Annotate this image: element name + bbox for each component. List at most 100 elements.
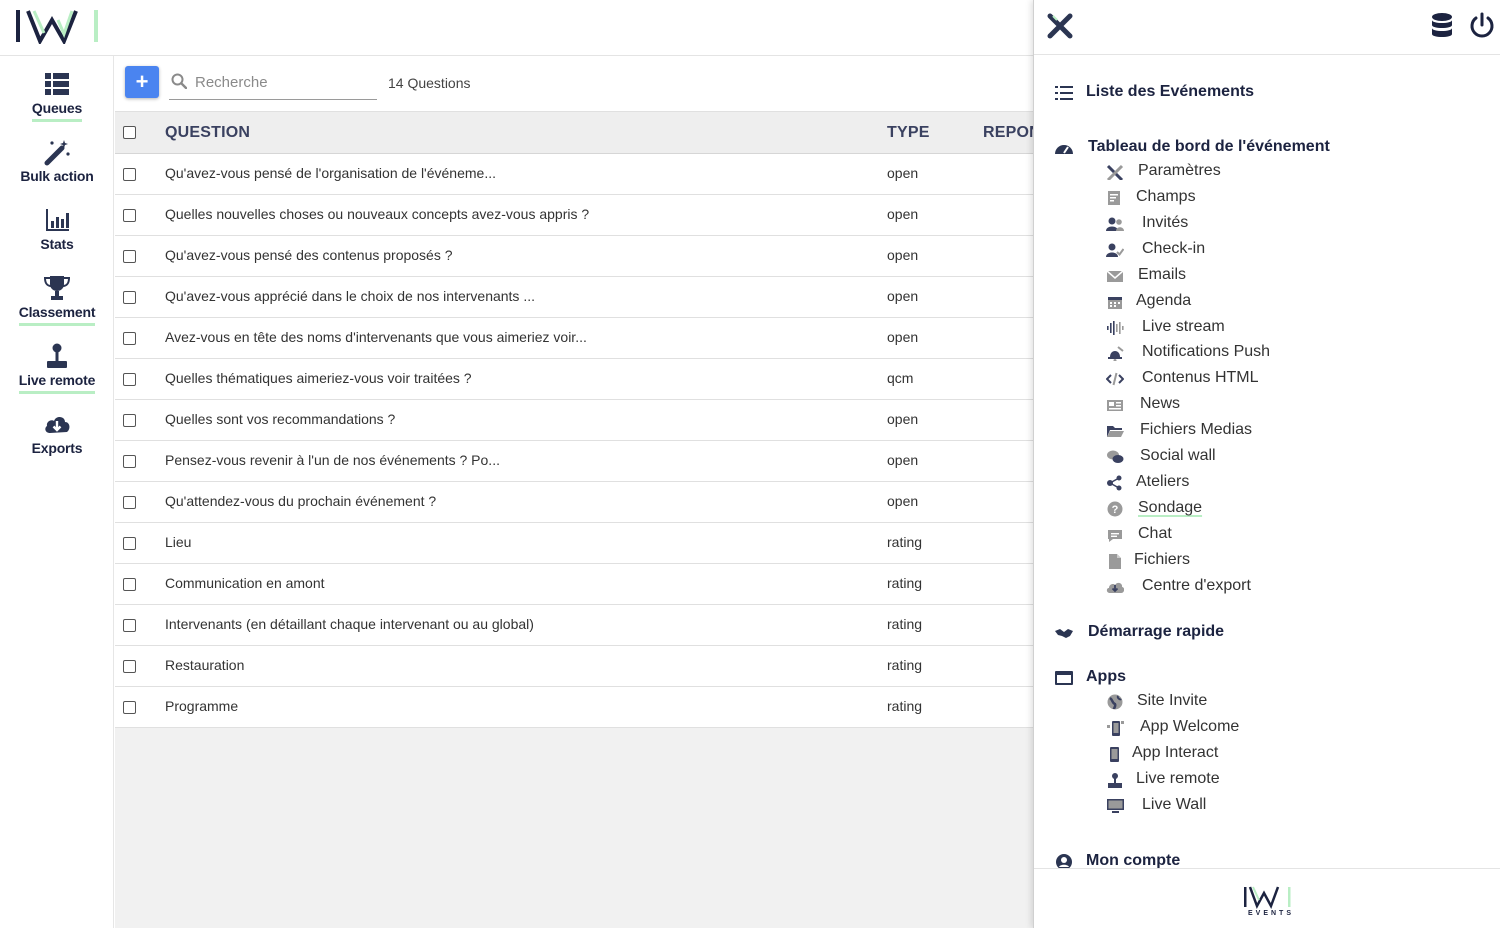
question-text[interactable]: Intervenants (en détaillant chaque inter…	[165, 616, 534, 632]
calendar-icon	[1108, 297, 1122, 309]
question-text[interactable]: Restauration	[165, 657, 245, 673]
row-checkbox[interactable]	[123, 209, 136, 222]
row-checkbox[interactable]	[123, 701, 136, 714]
row-checkbox[interactable]	[123, 578, 136, 591]
question-type: open	[887, 411, 919, 427]
table-row[interactable]: Intervenants (en détaillant chaque inter…	[115, 605, 1033, 646]
nav-item-label: Live stream	[1142, 318, 1225, 335]
panel-footer: EVENTS	[1034, 868, 1500, 928]
sidebar-item-queues[interactable]: Queues	[0, 70, 114, 122]
question-text[interactable]: Lieu	[165, 534, 192, 550]
sidebar-item-live-remote[interactable]: Live remote	[0, 342, 114, 394]
row-checkbox[interactable]	[123, 455, 136, 468]
sidebar-label-stats: Stats	[40, 236, 74, 252]
close-icon[interactable]	[1046, 12, 1074, 40]
bell-icon	[1108, 346, 1124, 361]
question-text[interactable]: Quelles thématiques aimeriez-vous voir t…	[165, 370, 472, 386]
row-checkbox[interactable]	[123, 373, 136, 386]
sidebar-item-classement[interactable]: Classement	[0, 274, 114, 326]
question-text[interactable]: Qu'avez-vous pensé de l'organisation de …	[165, 165, 496, 181]
database-icon[interactable]	[1430, 12, 1454, 40]
question-text[interactable]: Qu'attendez-vous du prochain événement ?	[165, 493, 437, 509]
mobile-welcome-icon	[1107, 721, 1124, 736]
question-text[interactable]: Qu'avez-vous apprécié dans le choix de n…	[165, 288, 535, 304]
search-box	[169, 64, 377, 100]
nav-item-label: Chat	[1138, 525, 1172, 542]
table-row[interactable]: Programme rating	[115, 687, 1033, 728]
table-row[interactable]: Restauration rating	[115, 646, 1033, 687]
footer-logo-text: EVENTS	[1248, 910, 1295, 917]
nav-item-label: Agenda	[1136, 292, 1192, 309]
globe-icon	[1107, 694, 1123, 710]
joystick-icon	[47, 343, 67, 368]
select-all-checkbox[interactable]	[123, 126, 136, 139]
question-text[interactable]: Quelles sont vos recommandations ?	[165, 411, 396, 427]
code-icon	[1106, 372, 1124, 386]
user-check-icon	[1106, 243, 1124, 257]
list-icon	[1055, 86, 1073, 100]
question-text[interactable]: Quelles nouvelles choses ou nouveaux con…	[165, 206, 590, 222]
header-type[interactable]: TYPE	[887, 124, 930, 141]
table-row[interactable]: Avez-vous en tête des noms d'intervenant…	[115, 318, 1033, 359]
add-question-button[interactable]: +	[125, 66, 159, 98]
table-row[interactable]: Qu'attendez-vous du prochain événement ?…	[115, 482, 1033, 523]
row-checkbox[interactable]	[123, 496, 136, 509]
nav-item-label: Invités	[1142, 214, 1189, 231]
table-row[interactable]: Qu'avez-vous apprécié dans le choix de n…	[115, 277, 1033, 318]
row-checkbox[interactable]	[123, 291, 136, 304]
table-row[interactable]: Communication en amont rating	[115, 564, 1033, 605]
user-circle-icon	[1056, 854, 1072, 870]
question-text[interactable]: Programme	[165, 698, 239, 714]
cloud-download-icon	[1106, 582, 1124, 593]
questions-table: QUESTION TYPE REPON Qu'avez-vous pensé d…	[115, 111, 1041, 728]
nav-item-label: Champs	[1136, 188, 1196, 205]
header-responses[interactable]: REPON	[983, 124, 1041, 141]
row-checkbox[interactable]	[123, 332, 136, 345]
row-checkbox[interactable]	[123, 660, 136, 673]
nav-apps[interactable]: Apps	[1086, 668, 1126, 685]
table-row[interactable]: Pensez-vous revenir à l'un de nos événem…	[115, 441, 1033, 482]
question-type: open	[887, 206, 919, 222]
sidebar-label-exports: Exports	[31, 440, 83, 456]
nav-list-events[interactable]: Liste des Evénements	[1086, 83, 1255, 100]
ivi-logo[interactable]	[14, 8, 104, 44]
chat-bubble-icon	[1108, 530, 1122, 542]
bar-chart-icon	[46, 209, 69, 231]
nav-quick-start[interactable]: Démarrage rapide	[1088, 623, 1225, 640]
row-checkbox[interactable]	[123, 168, 136, 181]
joystick-icon	[1108, 773, 1122, 788]
question-text[interactable]: Communication en amont	[165, 575, 325, 591]
navigation-panel: Liste des Evénements Tableau de bord de …	[1033, 0, 1500, 928]
nav-item-label: Live remote	[1136, 770, 1220, 787]
question-type: open	[887, 452, 919, 468]
question-type: qcm	[887, 370, 914, 386]
row-checkbox[interactable]	[123, 414, 136, 427]
table-row[interactable]: Quelles sont vos recommandations ? open	[115, 400, 1033, 441]
newspaper-icon	[1107, 400, 1123, 411]
table-row[interactable]: Qu'avez-vous pensé de l'organisation de …	[115, 154, 1033, 195]
nav-item-label: Live Wall	[1142, 796, 1207, 813]
nav-item-label: Centre d'export	[1142, 577, 1251, 594]
nav-dashboard[interactable]: Tableau de bord de l'événement	[1088, 138, 1330, 155]
question-text[interactable]: Avez-vous en tête des noms d'intervenant…	[165, 329, 587, 345]
table-row[interactable]: Quelles thématiques aimeriez-vous voir t…	[115, 359, 1033, 400]
row-checkbox[interactable]	[123, 619, 136, 632]
table-row[interactable]: Lieu rating	[115, 523, 1033, 564]
nav-item-label: Notifications Push	[1142, 343, 1271, 360]
nav-account[interactable]: Mon compte	[1086, 852, 1181, 869]
table-row[interactable]: Qu'avez-vous pensé des contenus proposés…	[115, 236, 1033, 277]
table-row[interactable]: Quelles nouvelles choses ou nouveaux con…	[115, 195, 1033, 236]
row-checkbox[interactable]	[123, 250, 136, 263]
question-text[interactable]: Pensez-vous revenir à l'un de nos événem…	[165, 452, 500, 468]
row-checkbox[interactable]	[123, 537, 136, 550]
queues-icon	[45, 73, 69, 95]
header-question[interactable]: QUESTION	[165, 124, 251, 141]
nav-item-label: Social wall	[1140, 447, 1216, 464]
sidebar-item-exports[interactable]: Exports	[0, 410, 114, 462]
question-text[interactable]: Qu'avez-vous pensé des contenus proposés…	[165, 247, 453, 263]
envelope-icon	[1106, 270, 1124, 282]
sidebar-item-stats[interactable]: Stats	[0, 206, 114, 258]
sidebar-item-bulk-action[interactable]: Bulk action	[0, 138, 114, 190]
search-input[interactable]	[195, 70, 373, 94]
power-icon[interactable]	[1468, 12, 1496, 40]
